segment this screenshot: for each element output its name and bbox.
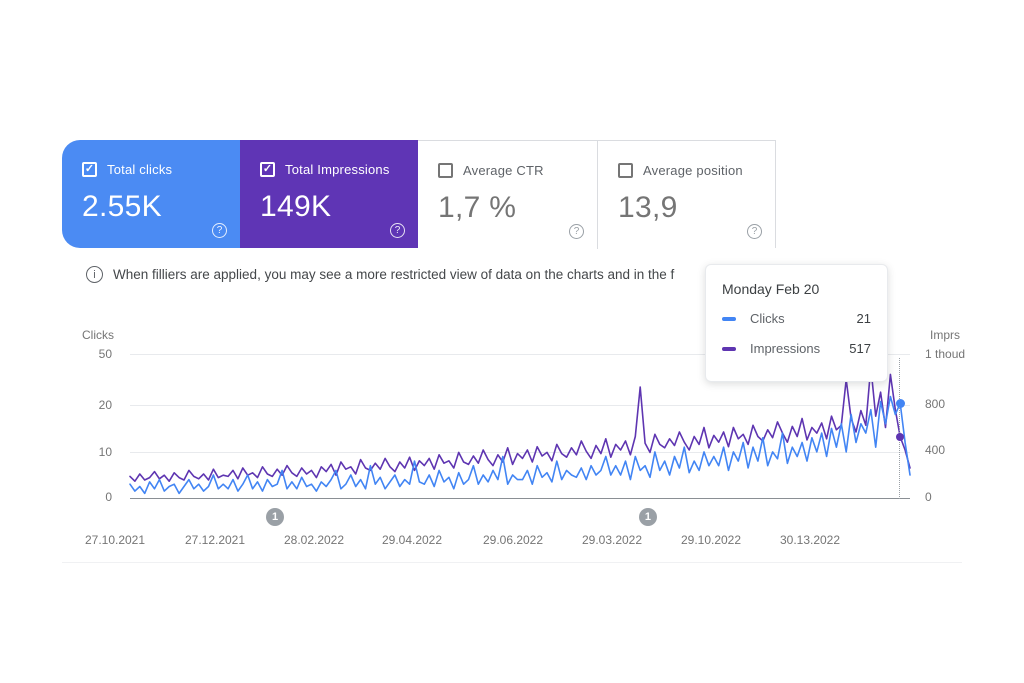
tooltip-date: Monday Feb 20 [722, 281, 820, 297]
average-position-card[interactable]: Average position 13,9 ? [597, 141, 775, 249]
x-axis-label: 29.04.2022 [381, 533, 443, 547]
chart-tooltip: Monday Feb 20 Clicks 21 Impressions 517 [705, 264, 888, 382]
tooltip-row-clicks: Clicks 21 [722, 311, 871, 326]
x-axis-label: 29.06.2022 [482, 533, 544, 547]
help-icon[interactable]: ? [747, 224, 762, 239]
help-icon[interactable]: ? [212, 223, 227, 238]
right-axis-tick: 800 [925, 397, 946, 411]
tooltip-value: 21 [856, 311, 871, 326]
x-axis-label: 30.13.2022 [779, 533, 841, 547]
total-clicks-checkbox[interactable]: ✓ [82, 162, 97, 177]
help-icon[interactable]: ? [390, 223, 405, 238]
left-axis-tick: 10 [98, 445, 112, 459]
x-axis-label: 28.02.2022 [283, 533, 345, 547]
section-divider [62, 562, 962, 563]
impressions-legend-dash [722, 346, 736, 351]
gridline [130, 405, 910, 406]
x-axis-line [130, 498, 910, 499]
right-axis-tick: 1 thoud [925, 347, 966, 361]
tooltip-label: Impressions [750, 341, 821, 356]
right-axis-tick: 400 [925, 443, 946, 457]
card-header: Average CTR [438, 163, 597, 178]
tooltip-row-impressions: Impressions 517 [722, 341, 871, 356]
average-position-checkbox[interactable] [618, 163, 633, 178]
card-header: ✓ Total Impressions [260, 162, 418, 177]
total-impressions-card[interactable]: ✓ Total Impressions 149K ? [240, 140, 418, 248]
info-icon: i [86, 266, 103, 283]
x-axis-label: 27.12.2021 [184, 533, 246, 547]
tooltip-value: 517 [849, 341, 871, 356]
card-header: ✓ Total clicks [82, 162, 240, 177]
clicks-line [129, 395, 911, 495]
left-axis-title: Clicks [82, 328, 114, 342]
left-axis-tick: 20 [98, 398, 112, 412]
right-axis-title: Imprs [930, 328, 960, 342]
average-ctr-checkbox[interactable] [438, 163, 453, 178]
annotation-badge[interactable]: 1 [638, 508, 657, 526]
x-axis-label: 27.10.2021 [84, 533, 146, 547]
card-label: Total Impressions [285, 162, 390, 177]
impressions-hover-dot [896, 432, 905, 441]
checkmark-icon: ✓ [84, 163, 95, 175]
total-impressions-checkbox[interactable]: ✓ [260, 162, 275, 177]
secondary-cards-group: Average CTR 1,7 % ? Average position 13,… [418, 140, 776, 249]
card-label: Average position [643, 163, 743, 178]
tooltip-label: Clicks [750, 311, 785, 326]
checkmark-icon: ✓ [262, 163, 273, 175]
card-header: Average position [618, 163, 775, 178]
card-label: Total clicks [107, 162, 173, 177]
help-icon[interactable]: ? [569, 224, 584, 239]
gridline [130, 452, 910, 453]
average-position-value: 13,9 [618, 191, 678, 224]
total-clicks-value: 2.55K [82, 190, 162, 223]
annotation-badge[interactable]: 1 [266, 508, 285, 526]
hover-crosshair-line [899, 358, 901, 499]
metric-cards-row: ✓ Total clicks 2.55K ? ✓ Total Impressio… [62, 140, 776, 249]
banner-text: When filliers are applied, you may see a… [113, 267, 675, 282]
left-axis-tick: 0 [105, 490, 112, 504]
traffic-line-chart[interactable] [129, 354, 911, 498]
card-label: Average CTR [463, 163, 544, 178]
right-axis-tick: 0 [925, 490, 932, 504]
gridline [130, 354, 910, 355]
impressions-line [129, 365, 911, 482]
clicks-legend-dash [722, 316, 736, 321]
filter-info-banner: i When filliers are applied, you may see… [86, 266, 674, 283]
left-axis-tick: 50 [98, 347, 112, 361]
total-clicks-card[interactable]: ✓ Total clicks 2.55K ? [62, 140, 240, 248]
average-ctr-value: 1,7 % [438, 191, 517, 224]
total-impressions-value: 149K [260, 190, 332, 223]
x-axis-label: 29.10.2022 [680, 533, 742, 547]
average-ctr-card[interactable]: Average CTR 1,7 % ? [418, 141, 597, 249]
clicks-hover-dot [895, 398, 905, 408]
x-axis-label: 29.03.2022 [581, 533, 643, 547]
